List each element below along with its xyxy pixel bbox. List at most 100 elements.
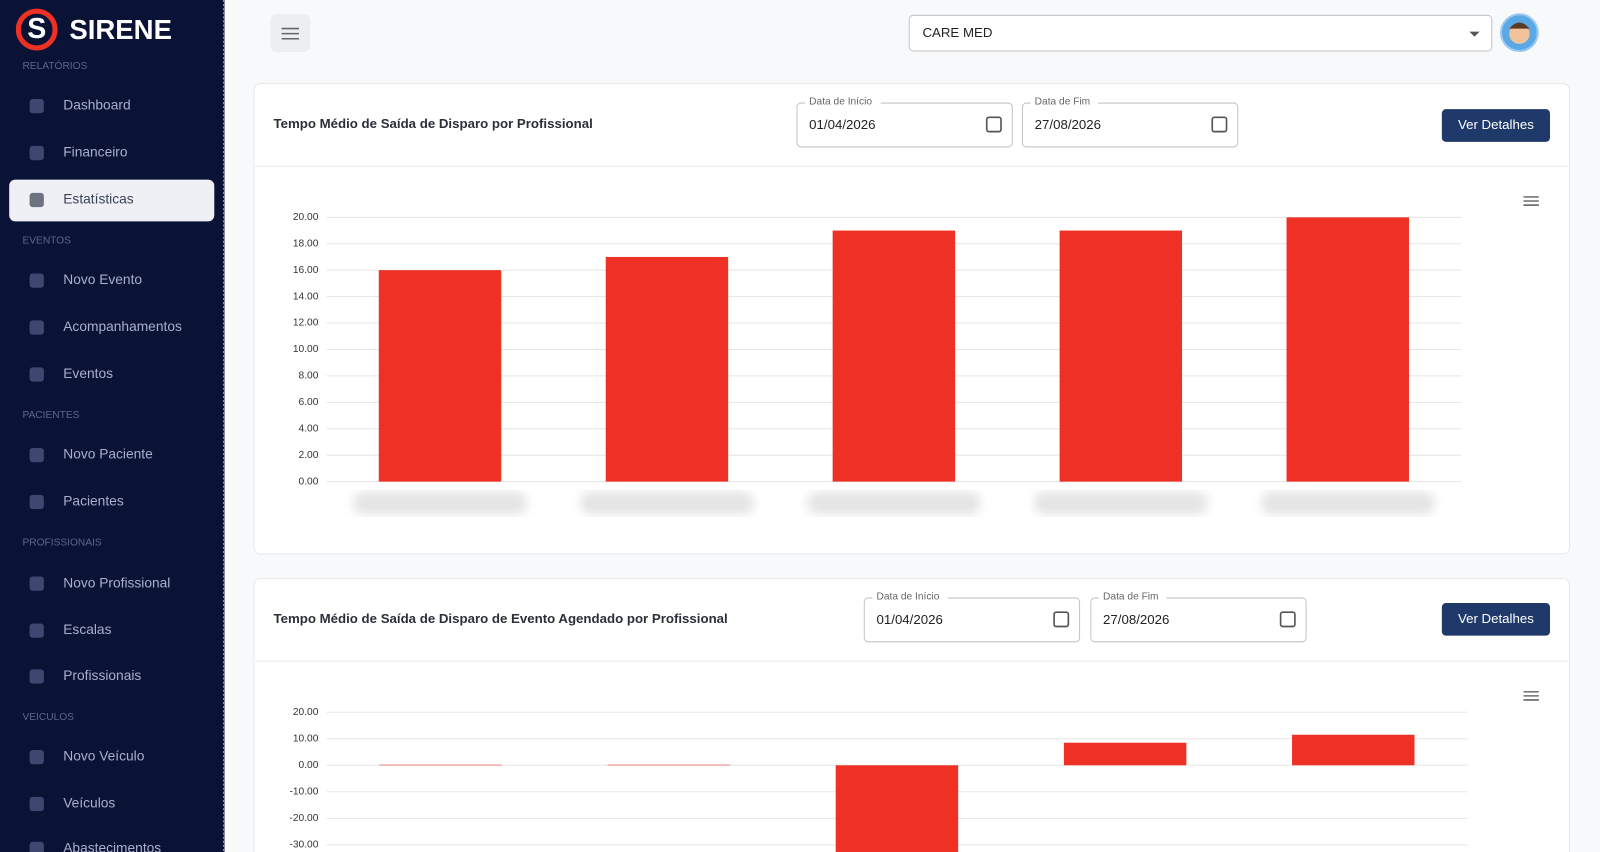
date-field[interactable] [796,102,1013,148]
nav-item[interactable]: Abastecimentos [63,841,161,852]
nav-icon [29,145,44,161]
y-tick-label: -10.00 [289,786,318,797]
date-field[interactable] [1021,102,1239,148]
nav-item[interactable]: Veículos [63,796,115,811]
date-label: Data de Início [877,592,940,603]
menu-icon [281,27,299,40]
nav-icon [29,623,44,638]
nav-item[interactable]: Novo Veículo [63,749,144,764]
date-value: 01/04/2026 [877,612,943,627]
section-title: EVENTOS [22,235,71,246]
bar [1292,734,1415,766]
select-arrow [1469,31,1480,37]
panel-title: Tempo Médio de Saída de Disparo por Prof… [273,116,592,131]
bar [1286,217,1409,482]
calendar-icon [1211,116,1228,133]
logo-ring [15,8,58,51]
section-title: PROFISSIONAIS [22,538,101,549]
details-button[interactable] [1441,109,1550,142]
section-title: RELATÓRIOS [22,59,87,72]
bar [607,764,730,766]
nav-icon [29,796,44,812]
y-tick-label: 6.00 [299,397,319,408]
y-tick-label: 8.00 [299,371,319,382]
y-tick-label: 12.00 [293,318,319,329]
bar [378,270,502,482]
nav-item[interactable]: Financeiro [63,145,128,160]
nav-icon [29,98,44,114]
logo-letter: S [27,13,46,45]
details-button-label: Ver Detalhes [1458,611,1534,626]
logo-icon: S [15,8,58,51]
nav-item[interactable]: Acompanhamentos [63,319,182,334]
sidebar [0,0,225,852]
date-field[interactable] [863,597,1081,643]
y-tick-label: -20.00 [289,813,318,824]
bar [1063,742,1187,766]
panel [253,578,1570,852]
calendar-icon [1279,611,1296,628]
section-title: VEICULOS [22,712,74,723]
label-gap [805,101,881,106]
nav-icon [29,841,44,852]
nav-item[interactable]: Profissionais [63,668,141,683]
y-tick-label: 10.00 [293,733,319,744]
y-tick-label: 20.00 [293,212,319,223]
date-field[interactable] [1090,597,1307,643]
nav-item[interactable]: Novo Evento [63,272,142,287]
nav-icon [29,669,44,684]
y-tick-label: 14.00 [293,291,319,302]
nav-item[interactable]: Novo Paciente [63,447,153,462]
date-value: 27/08/2026 [1035,117,1101,132]
bar [832,230,956,482]
nav-item[interactable]: Estatísticas [63,192,133,207]
label-gap [872,595,948,600]
y-tick-label: 0.00 [299,760,319,771]
nav-item[interactable]: Eventos [63,366,113,381]
y-tick-label: 18.00 [293,238,319,249]
y-tick-label: 16.00 [293,265,319,276]
nav-icon [29,749,44,765]
blurred-x-label [353,491,527,515]
y-tick-label: 2.00 [299,450,319,461]
nav-icon [29,576,44,591]
blurred-x-label [1034,491,1208,515]
y-tick-label: 0.00 [299,476,319,487]
section-title: PACIENTES [22,410,79,421]
nav-item[interactable]: Pacientes [63,494,124,509]
active-item-bg [9,179,215,222]
y-tick-label: 10.00 [293,344,319,355]
y-tick-label: 4.00 [299,423,319,434]
nav-icon [29,494,44,510]
details-button-label: Ver Detalhes [1458,117,1534,132]
date-label: Data de Fim [1035,97,1090,108]
bar [1059,230,1183,482]
bar [835,765,959,852]
date-label: Data de Fim [1103,592,1158,603]
blurred-x-label [580,491,754,515]
bar [605,256,729,482]
y-tick-label: -30.00 [289,840,318,851]
bar [379,764,502,766]
nav-icon [29,367,44,382]
y-tick-label: 20.00 [293,707,319,718]
date-value: 01/04/2026 [809,117,875,132]
logo-text: SIRENE [69,14,172,45]
avatar-hair [1509,22,1530,29]
nav-item[interactable]: Escalas [63,622,111,637]
nav-item[interactable]: Novo Profissional [63,575,170,590]
date-value: 27/08/2026 [1103,612,1169,627]
nav-icon [29,320,44,335]
panel-title: Tempo Médio de Saída de Disparo de Event… [273,611,727,626]
nav-icon [29,447,44,463]
details-button[interactable] [1441,603,1550,636]
nav-icon [29,192,44,208]
nav-icon [29,273,44,288]
blurred-x-label [1261,491,1435,515]
label-gap [1030,101,1098,106]
date-label: Data de Início [809,97,872,108]
company-select[interactable] [908,14,1493,52]
label-gap [1098,595,1167,600]
nav-item[interactable]: Dashboard [63,98,130,113]
